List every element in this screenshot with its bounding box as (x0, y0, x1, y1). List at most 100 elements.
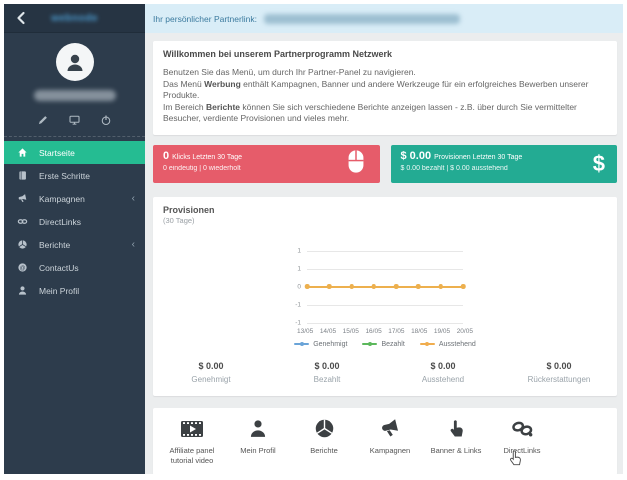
mouse-cursor-hand-icon (508, 449, 523, 472)
pie-chart-icon (314, 417, 335, 441)
contact-icon: @ (18, 263, 27, 272)
welcome-line-3: Im Bereich Berichte können Sie sich vers… (163, 101, 577, 124)
legend-swatch-orange (419, 342, 435, 346)
sidebar-item-mein-profil[interactable]: Mein Profil (4, 279, 145, 302)
y-tick: 1 (297, 265, 301, 272)
legend-bezahlt: Bezahlt (362, 341, 405, 348)
sidebar-item-label: Mein Profil (39, 285, 80, 296)
film-icon (180, 417, 204, 441)
commissions-stat-card[interactable]: $ 0.00 Provisionen Letzten 30 Tage $ 0.0… (390, 144, 617, 183)
clicks-sub: 0 eindeutig | 0 wiederholt (163, 164, 241, 172)
user-icon (18, 286, 27, 295)
y-tick: -1 (295, 319, 301, 326)
content: Willkommen bei unserem Partnerprogramm N… (145, 33, 623, 474)
summary-rueckerstattungen: $ 0.00 Rückerstattungen (527, 360, 591, 384)
sidebar-item-label: Erste Schritte (39, 170, 91, 181)
shortcut-kampagnen[interactable]: Kampagnen (357, 417, 423, 456)
chain-links-icon (511, 417, 534, 441)
home-icon (18, 148, 27, 157)
sidebar-item-erste-schritte[interactable]: Erste Schritte (4, 164, 145, 187)
clicks-label: Klicks Letzten 30 Tage (172, 153, 243, 161)
dollar-icon: $ (592, 150, 605, 176)
sidebar-item-label: ContactUs (39, 262, 79, 273)
sidebar-item-kampagnen[interactable]: Kampagnen ‹ (4, 187, 145, 210)
pie-chart-icon (18, 240, 27, 249)
summary-genehmigt: $ 0.00 Genehmigt (191, 360, 231, 384)
shortcut-berichte[interactable]: Berichte (291, 417, 357, 456)
affiliate-panel-app: webnode Starts (4, 4, 623, 474)
chevron-left-icon: ‹ (131, 192, 135, 204)
stats-row: 0 Klicks Letzten 30 Tage 0 eindeutig | 0… (153, 144, 617, 183)
back-chevron-icon (17, 11, 25, 25)
summary-ausstehend: $ 0.00 Ausstehend (421, 360, 465, 384)
sidebar-item-berichte[interactable]: Berichte ‹ (4, 233, 145, 256)
partner-link-bar: Ihr persönlicher Partnerlink: (145, 4, 623, 33)
edit-pencil-icon[interactable] (37, 114, 49, 126)
legend-swatch-green (362, 342, 378, 346)
sidebar-item-startseite[interactable]: Startseite (4, 141, 145, 164)
hand-click-icon (446, 417, 466, 441)
shortcut-directlinks[interactable]: DirectLinks (489, 417, 555, 456)
mouse-icon (344, 148, 368, 179)
welcome-title: Willkommen bei unserem Partnerprogramm N… (163, 49, 392, 59)
sidebar: webnode Starts (4, 4, 145, 474)
ausstehend-series-line (305, 285, 465, 288)
username-redacted (33, 90, 116, 101)
sidebar-profile-section (4, 33, 145, 137)
x-axis-labels: 13/05 14/05 15/05 16/05 17/05 18/05 19/0… (297, 328, 473, 335)
sidebar-item-contactus[interactable]: @ ContactUs (4, 256, 145, 279)
shortcuts-card: Affiliate panel tutorial video Mein Prof… (153, 407, 617, 474)
welcome-card: Willkommen bei unserem Partnerprogramm N… (153, 41, 617, 135)
welcome-line-2: Das Menü Werbung enthält Kampagnen, Bann… (163, 78, 589, 101)
x-tick: 16/05 (365, 327, 382, 335)
chart-subtitle: (30 Tage) (163, 215, 195, 225)
sidebar-item-label: Berichte (39, 239, 71, 250)
main-area: Ihr persönlicher Partnerlink: Willkommen… (145, 4, 623, 474)
legend-genehmigt: Genehmigt (294, 341, 347, 348)
commissions-label: Provisionen Letzten 30 Tage (434, 153, 523, 161)
legend-swatch-blue (294, 342, 310, 346)
x-tick: 19/05 (433, 327, 451, 335)
avatar-person-icon (67, 54, 82, 71)
book-icon (19, 171, 26, 180)
y-tick: 0 (297, 283, 301, 290)
partner-link-label: Ihr persönlicher Partnerlink: (153, 13, 257, 24)
x-tick: 18/05 (411, 327, 428, 335)
x-tick: 14/05 (319, 327, 337, 335)
line-chart-plot: 1 1 0 -1 -1 (295, 247, 466, 326)
megaphone-icon (379, 417, 401, 441)
shortcut-mein-profil[interactable]: Mein Profil (225, 417, 291, 456)
svg-text:@: @ (20, 265, 26, 271)
clicks-stat-card[interactable]: 0 Klicks Letzten 30 Tage 0 eindeutig | 0… (153, 144, 380, 183)
monitor-icon[interactable] (68, 114, 81, 126)
webnode-logo[interactable]: webnode (51, 12, 98, 24)
commissions-chart-card: Provisionen (30 Tage) 1 1 0 -1 -1 (153, 196, 617, 396)
x-tick: 13/05 (297, 327, 314, 335)
sidebar-item-label: Startseite (39, 147, 75, 158)
shortcut-tutorial-video[interactable]: Affiliate panel tutorial video (159, 417, 225, 466)
summary-bezahlt: $ 0.00 Bezahlt (313, 360, 341, 384)
x-tick: 20/05 (456, 327, 473, 335)
user-icon (248, 417, 268, 441)
chart-title: Provisionen (163, 204, 215, 215)
commissions-summary-row: $ 0.00 Genehmigt $ 0.00 Bezahlt $ 0.00 A… (153, 361, 617, 384)
shortcut-banner-links[interactable]: Banner & Links (423, 417, 489, 456)
megaphone-icon (18, 194, 27, 203)
avatar (55, 43, 94, 81)
commissions-sub: $ 0.00 bezahlt | $ 0.00 ausstehend (400, 164, 508, 172)
sidebar-item-directlinks[interactable]: DirectLinks (4, 210, 145, 233)
sidebar-item-label: Kampagnen (39, 193, 85, 204)
x-tick: 17/05 (388, 327, 405, 335)
sidebar-logo-bar: webnode (4, 4, 145, 33)
partner-link-redacted[interactable] (263, 13, 460, 24)
clicks-value: 0 (163, 149, 170, 162)
legend-ausstehend: Ausstehend (419, 341, 476, 348)
sidebar-item-label: DirectLinks (39, 216, 82, 227)
welcome-line-1: Benutzen Sie das Menü, um durch Ihr Part… (163, 67, 416, 77)
power-logout-icon[interactable] (100, 114, 112, 126)
collapse-sidebar-button[interactable] (13, 10, 29, 26)
chevron-left-icon: ‹ (131, 238, 135, 250)
sidebar-menu: Startseite Erste Schritte Kampagnen ‹ Di… (4, 141, 145, 302)
x-tick: 15/05 (342, 327, 359, 335)
